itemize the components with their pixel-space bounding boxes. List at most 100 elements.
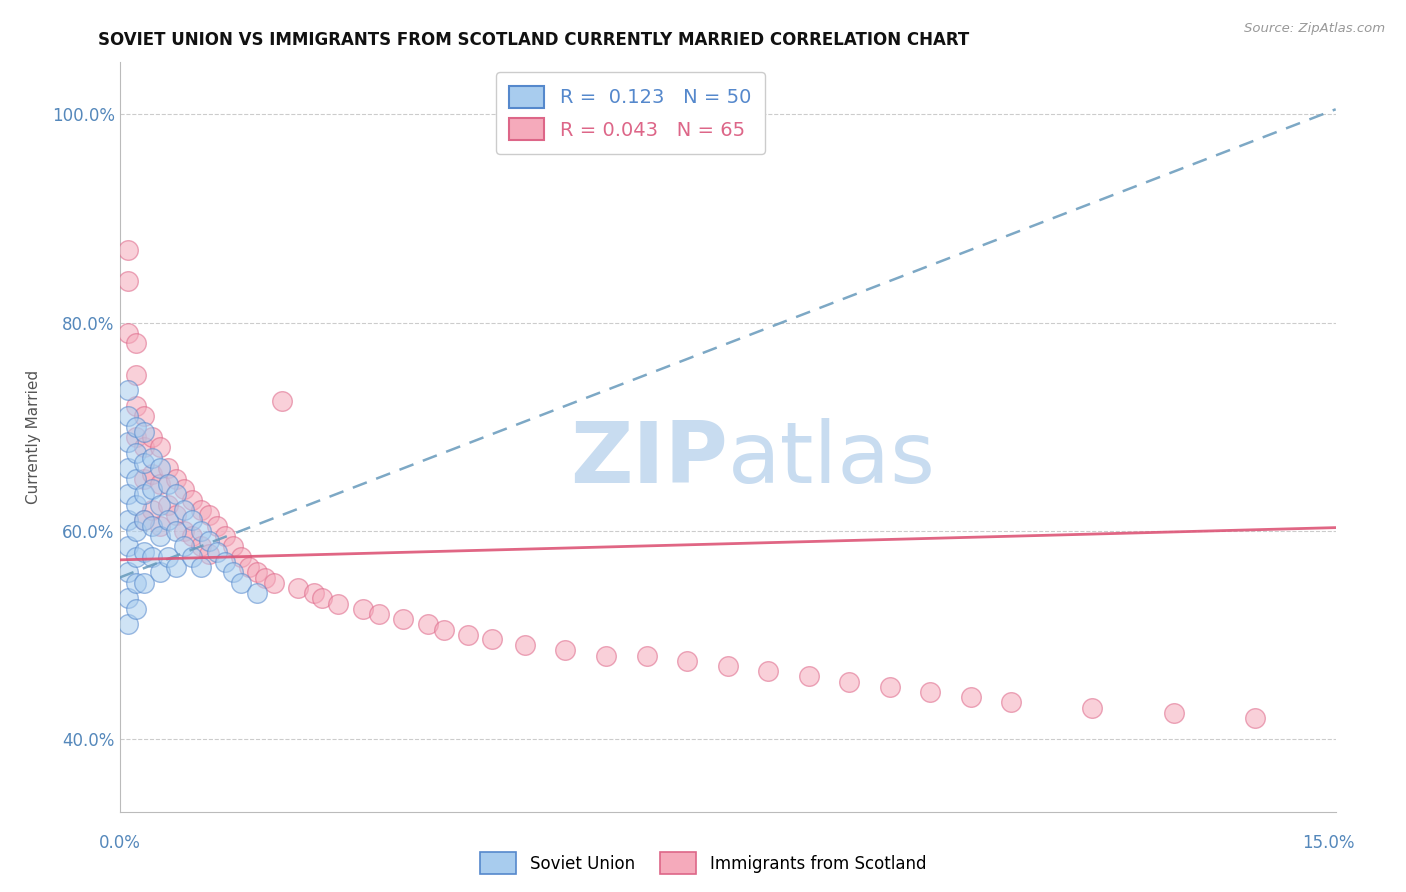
Point	[197, 534, 219, 549]
Point	[149, 518, 172, 533]
Point	[132, 544, 155, 558]
Legend: Soviet Union, Immigrants from Scotland: Soviet Union, Immigrants from Scotland	[472, 846, 934, 880]
Point	[416, 617, 439, 632]
Text: 0.0%: 0.0%	[98, 834, 141, 852]
Point	[165, 487, 187, 501]
Y-axis label: Currently Married: Currently Married	[25, 370, 41, 504]
Point	[1000, 696, 1022, 710]
Point	[302, 586, 325, 600]
Point	[125, 336, 148, 351]
Point	[117, 591, 139, 606]
Point	[149, 566, 172, 580]
Point	[157, 476, 180, 491]
Point	[117, 513, 139, 527]
Point	[165, 560, 187, 574]
Point	[270, 393, 292, 408]
Point	[368, 607, 391, 621]
Point	[457, 628, 479, 642]
Point	[141, 482, 163, 496]
Point	[392, 612, 415, 626]
Point	[181, 529, 204, 543]
Point	[352, 602, 374, 616]
Point	[141, 518, 163, 533]
Point	[197, 547, 219, 561]
Point	[173, 482, 195, 496]
Point	[165, 508, 187, 523]
Point	[117, 617, 139, 632]
Point	[157, 461, 180, 475]
Point	[117, 566, 139, 580]
Point	[222, 566, 245, 580]
Point	[117, 326, 139, 340]
Point	[246, 586, 269, 600]
Point	[125, 430, 148, 444]
Point	[513, 638, 536, 652]
Point	[328, 597, 350, 611]
Point	[636, 648, 658, 663]
Point	[173, 539, 195, 553]
Point	[141, 450, 163, 465]
Point	[141, 549, 163, 564]
Text: ZIP: ZIP	[569, 418, 728, 501]
Point	[838, 674, 860, 689]
Point	[190, 503, 212, 517]
Point	[132, 575, 155, 590]
Point	[117, 409, 139, 424]
Point	[756, 664, 779, 678]
Point	[125, 419, 148, 434]
Point	[125, 524, 148, 538]
Point	[205, 544, 228, 558]
Point	[157, 498, 180, 512]
Point	[920, 685, 942, 699]
Text: Source: ZipAtlas.com: Source: ZipAtlas.com	[1244, 22, 1385, 36]
Point	[287, 581, 309, 595]
Point	[125, 446, 148, 460]
Point	[676, 654, 699, 668]
Point	[181, 513, 204, 527]
Point	[125, 368, 148, 382]
Point	[181, 549, 204, 564]
Point	[879, 680, 901, 694]
Point	[132, 409, 155, 424]
Point	[231, 575, 253, 590]
Point	[238, 560, 260, 574]
Point	[554, 643, 576, 657]
Point	[717, 659, 740, 673]
Point	[149, 529, 172, 543]
Point	[141, 430, 163, 444]
Point	[165, 472, 187, 486]
Point	[222, 539, 245, 553]
Text: atlas: atlas	[728, 418, 935, 501]
Point	[433, 623, 456, 637]
Point	[117, 274, 139, 288]
Point	[125, 575, 148, 590]
Point	[117, 384, 139, 398]
Point	[960, 690, 983, 705]
Point	[157, 513, 180, 527]
Point	[141, 503, 163, 517]
Point	[190, 539, 212, 553]
Point	[117, 539, 139, 553]
Point	[132, 472, 155, 486]
Point	[157, 549, 180, 564]
Point	[173, 524, 195, 538]
Point	[214, 529, 236, 543]
Point	[149, 498, 172, 512]
Point	[311, 591, 333, 606]
Point	[1081, 700, 1104, 714]
Point	[132, 456, 155, 470]
Point	[173, 503, 195, 517]
Point	[165, 524, 187, 538]
Point	[117, 243, 139, 257]
Point	[125, 399, 148, 413]
Point	[263, 575, 285, 590]
Point	[132, 513, 155, 527]
Point	[149, 476, 172, 491]
Point	[797, 669, 820, 683]
Point	[181, 492, 204, 507]
Point	[149, 461, 172, 475]
Point	[117, 435, 139, 450]
Point	[254, 571, 277, 585]
Point	[246, 566, 269, 580]
Point	[149, 441, 172, 455]
